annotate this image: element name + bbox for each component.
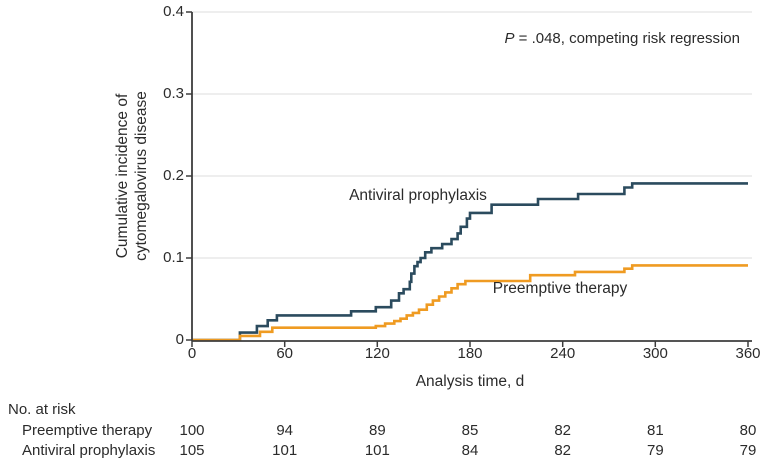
risk-row-label-antiviral: Antiviral prophylaxis [22,442,156,459]
risk-value: 101 [364,442,390,459]
p-value-annotation: P = .048, competing risk regression [504,30,740,47]
risk-value: 85 [461,422,479,439]
y-tick-label-0: 0 [175,331,184,348]
x-tick-label-240: 240 [550,345,576,362]
series-label-preemptive-therapy: Preemptive therapy [492,280,628,297]
risk-value: 81 [646,422,664,439]
risk-value: 79 [646,442,664,459]
risk-value: 80 [739,422,757,439]
risk-value: 82 [554,422,571,439]
x-tick-label-60: 60 [276,345,293,362]
risk-value: 89 [368,422,386,439]
x-tick-label-0: 0 [187,345,197,362]
series-curve-antiviral-prophylaxis [192,182,748,342]
x-axis-title: Analysis time, d [415,373,525,390]
risk-value: 101 [272,442,298,459]
risk-value: 105 [179,442,205,459]
p-value-text: = .048, competing risk regression [514,30,740,47]
x-tick-label-300: 300 [642,345,668,362]
risk-value: 94 [276,422,293,439]
p-value-symbol: P [504,30,515,47]
series-label-antiviral-prophylaxis: Antiviral prophylaxis [349,187,487,204]
series-curve-preemptive-therapy [192,264,748,342]
x-tick-label-120: 120 [364,345,390,362]
y-tick-label-0.1: 0.1 [163,249,184,266]
risk-row-label-preemptive: Preemptive therapy [22,422,153,439]
y-tick-label-0.2: 0.2 [163,167,184,184]
risk-value: 79 [739,442,757,459]
risk-value: 84 [461,442,479,459]
x-tick-label-360: 360 [735,345,761,362]
y-tick-label-0.4: 0.4 [163,3,184,20]
risk-table-header: No. at risk [8,401,76,418]
y-axis-title-line1: Cumulative incidence of [114,93,131,259]
risk-value: 100 [179,422,205,439]
risk-value: 82 [554,442,571,459]
y-tick-label-0.3: 0.3 [163,85,184,102]
x-tick-label-180: 180 [457,345,483,362]
